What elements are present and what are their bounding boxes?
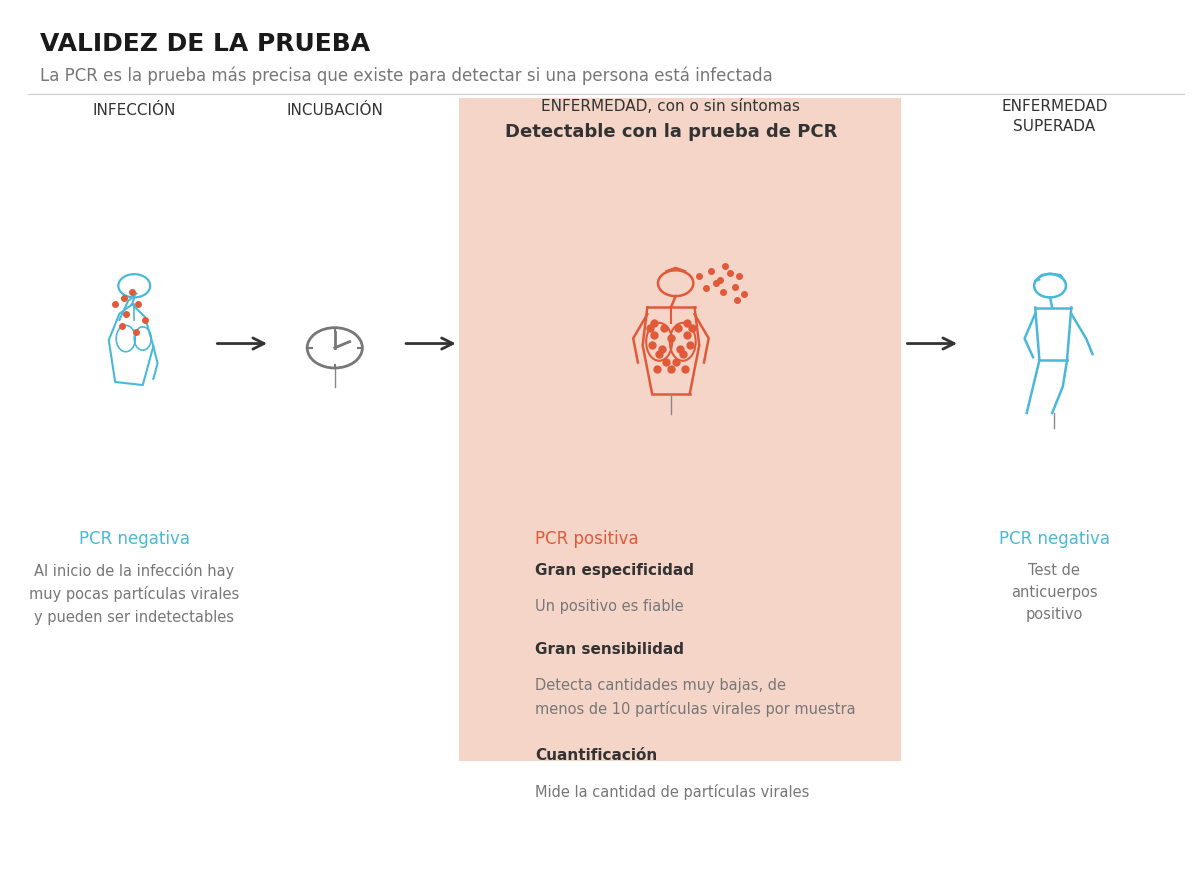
Text: Detecta cantidades muy bajas, de
menos de 10 partículas virales por muestra: Detecta cantidades muy bajas, de menos d… [535,677,856,716]
Text: Cuantificación: Cuantificación [535,747,658,762]
Text: Un positivo es fiable: Un positivo es fiable [535,598,684,613]
Text: PCR positiva: PCR positiva [535,529,638,547]
Text: PCR negativa: PCR negativa [998,529,1110,547]
Text: ENFERMEDAD, con o sin síntomas: ENFERMEDAD, con o sin síntomas [541,99,800,114]
Text: Test de
anticuerpos
positivo: Test de anticuerpos positivo [1010,562,1098,621]
Text: La PCR es la prueba más precisa que existe para detectar si una persona está inf: La PCR es la prueba más precisa que exis… [40,66,773,84]
Text: Al inicio de la infección hay
muy pocas partículas virales
y pueden ser indetect: Al inicio de la infección hay muy pocas … [29,562,239,624]
Text: ENFERMEDAD
SUPERADA: ENFERMEDAD SUPERADA [1001,99,1108,134]
Text: PCR negativa: PCR negativa [79,529,190,547]
Text: Mide la cantidad de partículas virales: Mide la cantidad de partículas virales [535,783,810,799]
Text: INCUBACIÓN: INCUBACIÓN [287,103,383,118]
Text: Detectable con la prueba de PCR: Detectable con la prueba de PCR [505,123,838,141]
Text: Gran especificidad: Gran especificidad [535,562,695,577]
Text: INFECCIÓN: INFECCIÓN [92,103,176,118]
FancyBboxPatch shape [458,99,901,761]
Text: VALIDEZ DE LA PRUEBA: VALIDEZ DE LA PRUEBA [40,31,370,56]
Text: Gran sensibilidad: Gran sensibilidad [535,641,684,656]
